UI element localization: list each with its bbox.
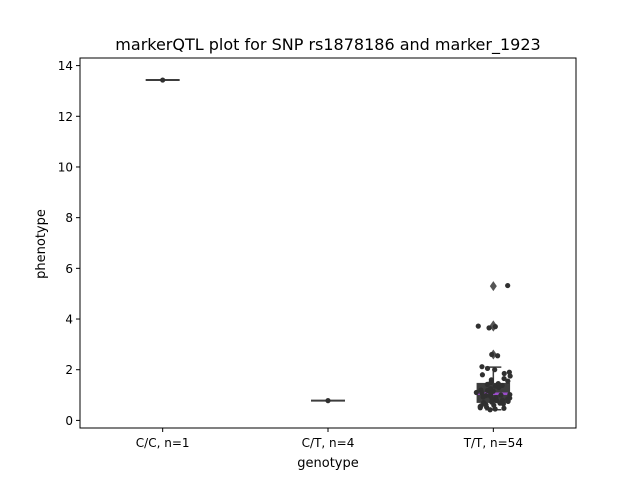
outlier-marker — [489, 281, 497, 292]
data-point — [475, 323, 481, 329]
y-tick-label: 6 — [65, 262, 73, 276]
data-point — [505, 378, 511, 384]
data-point — [495, 353, 501, 359]
data-point — [480, 394, 486, 400]
data-point — [492, 406, 498, 412]
x-tick-label: C/T, n=4 — [302, 436, 355, 450]
y-tick-label: 12 — [58, 110, 73, 124]
x-tick-label: T/T, n=54 — [463, 436, 523, 450]
data-point — [496, 384, 502, 391]
x-tick-label: C/C, n=1 — [136, 436, 190, 450]
y-tick-label: 4 — [65, 313, 73, 327]
data-point — [486, 325, 492, 331]
data-point — [498, 392, 504, 398]
data-point — [501, 375, 507, 382]
data-point — [484, 365, 491, 372]
data-point — [505, 398, 511, 404]
plot-area — [145, 77, 513, 413]
y-tick-label: 14 — [58, 59, 73, 73]
y-tick-label: 0 — [65, 414, 73, 428]
y-tick-label: 10 — [58, 160, 73, 174]
data-point — [507, 373, 513, 379]
data-point — [479, 372, 486, 378]
data-point — [479, 364, 485, 370]
data-point — [160, 77, 166, 83]
data-point — [492, 367, 498, 373]
data-point — [484, 381, 490, 388]
data-point — [484, 387, 491, 394]
y-axis-label: phenotype — [34, 209, 49, 279]
data-point — [501, 405, 507, 411]
data-point — [325, 398, 331, 404]
data-point — [479, 390, 485, 396]
data-point — [487, 407, 493, 413]
y-tick-label: 8 — [65, 211, 73, 225]
axes-frame — [79, 57, 577, 429]
data-point — [477, 405, 483, 411]
y-tick-label: 2 — [65, 363, 73, 377]
data-point — [473, 389, 479, 396]
data-point — [500, 401, 506, 407]
chart-title: markerQTL plot for SNP rs1878186 and mar… — [115, 35, 540, 55]
x-axis-label: genotype — [297, 456, 358, 471]
data-point — [501, 370, 507, 377]
data-point — [489, 351, 495, 358]
data-point — [505, 282, 511, 289]
data-point — [492, 324, 498, 330]
